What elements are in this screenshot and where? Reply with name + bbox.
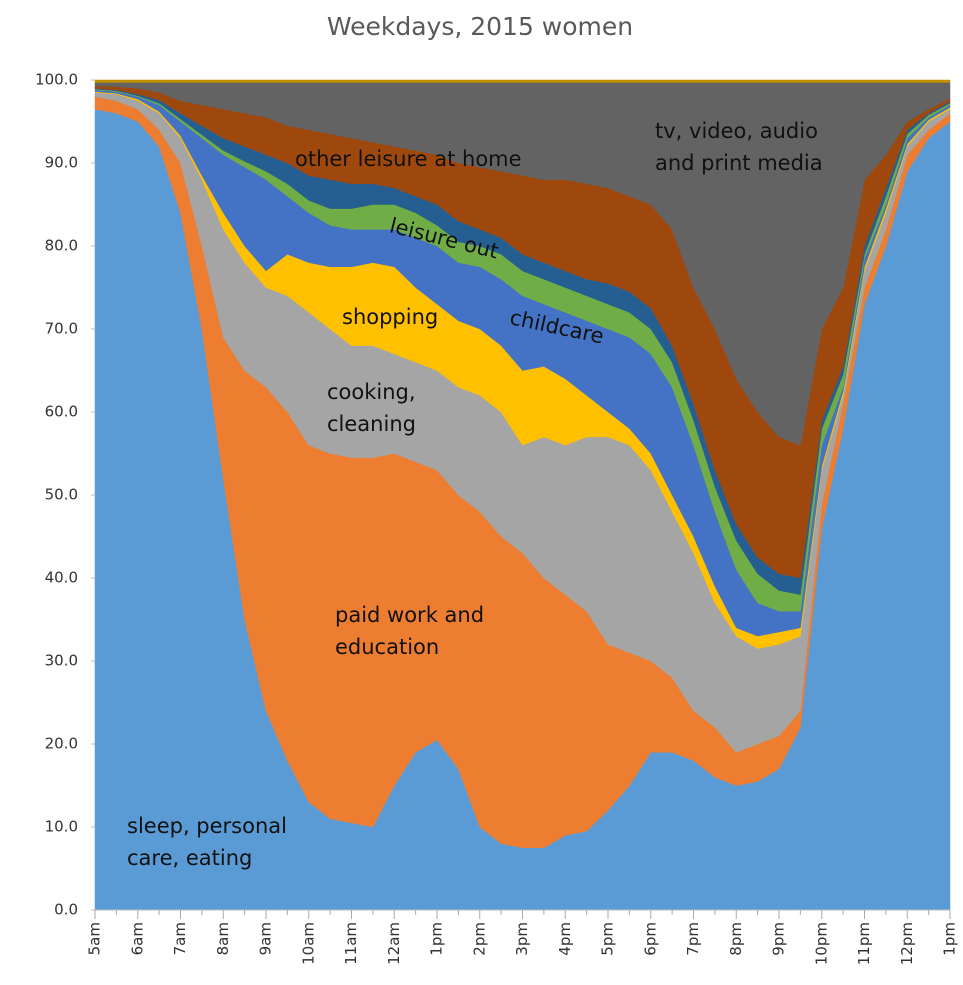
x-tick-label: 5am bbox=[86, 922, 104, 955]
annotation: paid work and education bbox=[335, 603, 484, 659]
annotation: other leisure at home bbox=[295, 147, 522, 171]
x-tick-label: 7pm bbox=[684, 922, 702, 956]
chart-title: Weekdays, 2015 women bbox=[327, 12, 633, 41]
y-tick-label: 100.0 bbox=[35, 71, 78, 89]
y-tick-label: 80.0 bbox=[45, 237, 78, 255]
annotation-line: tv, video, audio bbox=[655, 119, 818, 143]
annotation-line: sleep, personal bbox=[127, 814, 287, 838]
y-tick-label: 0.0 bbox=[54, 901, 78, 919]
y-tick-label: 10.0 bbox=[45, 818, 78, 836]
annotation-line: education bbox=[335, 635, 439, 659]
annotation-line: cooking, bbox=[327, 380, 416, 404]
x-tick-label: 12am bbox=[385, 922, 403, 965]
annotation: tv, video, audio and print media bbox=[655, 119, 823, 175]
x-tick-label: 5pm bbox=[599, 922, 617, 956]
y-tick-label: 50.0 bbox=[45, 486, 78, 504]
x-tick-label: 10pm bbox=[812, 922, 830, 965]
x-tick-label: 9pm bbox=[770, 922, 788, 956]
x-tick-label: 8am bbox=[214, 922, 232, 955]
annotation: shopping bbox=[342, 305, 438, 329]
annotation-line: care, eating bbox=[127, 846, 252, 870]
x-tick-label: 4pm bbox=[556, 922, 574, 956]
annotation-line: and print media bbox=[655, 151, 823, 175]
annotation-line: shopping bbox=[342, 305, 438, 329]
x-tick-label: 7am bbox=[171, 922, 189, 955]
y-tick-label: 20.0 bbox=[45, 735, 78, 753]
annotation-line: paid work and bbox=[335, 603, 484, 627]
y-tick-label: 70.0 bbox=[45, 320, 78, 338]
y-tick-label: 60.0 bbox=[45, 403, 78, 421]
x-tick-label: 1pm bbox=[428, 922, 446, 956]
y-tick-label: 40.0 bbox=[45, 569, 78, 587]
x-tick-label: 1pm bbox=[941, 922, 959, 956]
y-tick-label: 90.0 bbox=[45, 154, 78, 172]
x-tick-label: 11am bbox=[342, 922, 360, 965]
x-tick-label: 2pm bbox=[470, 922, 488, 956]
x-tick-label: 6am bbox=[128, 922, 146, 955]
area bbox=[94, 79, 951, 83]
annotation: cooking, cleaning bbox=[327, 380, 416, 436]
annotation-line: cleaning bbox=[327, 412, 416, 436]
x-tick-label: 9am bbox=[257, 922, 275, 955]
x-tick-label: 11pm bbox=[855, 922, 873, 965]
x-tick-label: 10am bbox=[299, 922, 317, 965]
x-tick-label: 6pm bbox=[641, 922, 659, 956]
annotation: sleep, personal care, eating bbox=[127, 814, 287, 870]
x-tick-label: 3pm bbox=[513, 922, 531, 956]
y-tick-label: 30.0 bbox=[45, 652, 78, 670]
annotation-line: other leisure at home bbox=[295, 147, 522, 171]
x-tick-label: 12pm bbox=[898, 922, 916, 965]
x-tick-label: 8pm bbox=[727, 922, 745, 956]
